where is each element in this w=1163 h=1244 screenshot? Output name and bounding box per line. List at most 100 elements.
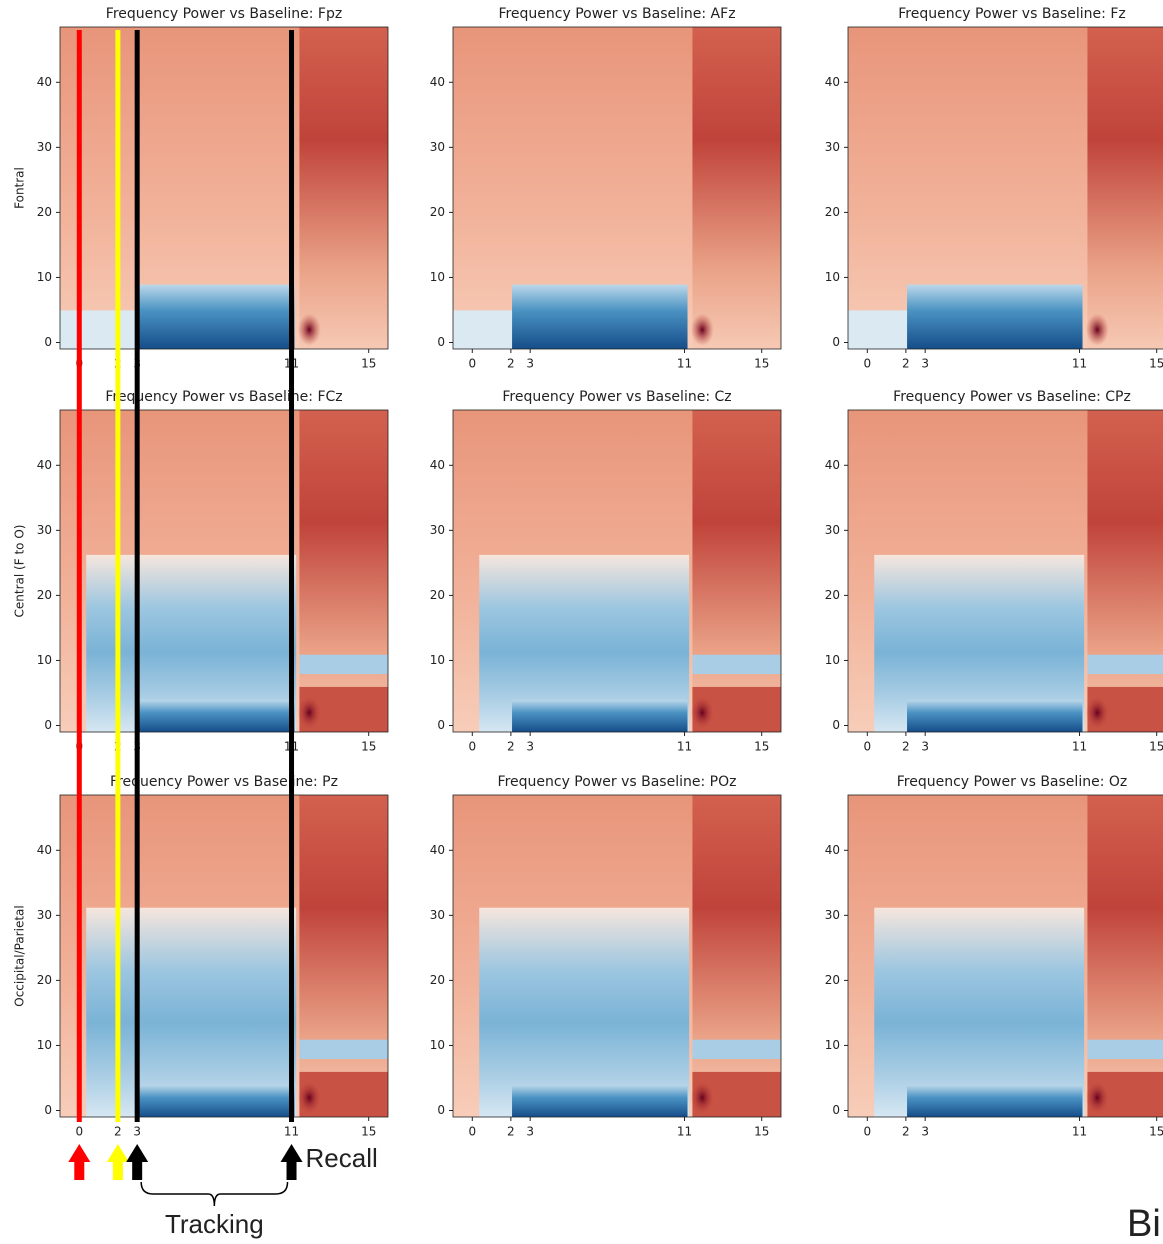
heatmap-spot xyxy=(1085,1081,1109,1114)
y-axis-label: Central (F to O) xyxy=(13,525,27,618)
y-tick-label: 10 xyxy=(430,653,445,667)
x-tick-label: 0 xyxy=(863,740,871,754)
heatmap-spot xyxy=(690,1081,714,1114)
y-tick-label: 20 xyxy=(430,588,445,602)
x-tick-label: 3 xyxy=(526,1125,534,1139)
panel-title: Frequency Power vs Baseline: POz xyxy=(498,774,737,790)
y-tick-label: 10 xyxy=(37,270,52,284)
panel-title: Frequency Power vs Baseline: CPz xyxy=(893,389,1131,405)
y-tick-label: 20 xyxy=(430,205,445,219)
x-tick-label: 15 xyxy=(361,740,376,754)
y-tick-label: 0 xyxy=(832,1103,840,1117)
y-tick-label: 30 xyxy=(37,140,52,154)
x-tick-label: 11 xyxy=(677,357,692,371)
y-tick-label: 20 xyxy=(37,973,52,987)
y-tick-label: 0 xyxy=(832,718,840,732)
heatmap-low-band xyxy=(512,1084,688,1117)
y-tick-label: 30 xyxy=(825,523,840,537)
heatmap-recall-region xyxy=(692,795,781,1117)
y-tick-label: 0 xyxy=(44,335,52,349)
heatmap-panel: Frequency Power vs Baseline: Fpz Fontral 0… xyxy=(13,6,389,371)
heatmap-low-band-faint xyxy=(60,310,139,349)
heatmap-low-band-faint xyxy=(848,310,908,349)
x-tick-label: 11 xyxy=(1072,357,1087,371)
y-tick-label: 20 xyxy=(825,588,840,602)
x-tick-label: 11 xyxy=(1072,1125,1087,1139)
x-tick-label: 2 xyxy=(114,1125,122,1139)
heatmap-recall-region xyxy=(299,795,388,1117)
x-tick-label: 0 xyxy=(468,740,476,754)
y-tick-label: 0 xyxy=(44,1103,52,1117)
heatmap-low-band-faint xyxy=(453,310,513,349)
heatmap-recall-region xyxy=(299,27,388,349)
x-tick-label: 0 xyxy=(863,1125,871,1139)
y-tick-label: 0 xyxy=(437,1103,445,1117)
x-tick-label: 0 xyxy=(75,1125,83,1139)
y-axis-label: Occipital/Parietal xyxy=(13,905,27,1006)
y-tick-label: 10 xyxy=(825,270,840,284)
x-tick-label: 15 xyxy=(754,1125,769,1139)
y-tick-label: 30 xyxy=(825,140,840,154)
heatmap-panel: Frequency Power vs Baseline: Cz 0 2 3 11 15 0 1… xyxy=(430,389,782,754)
y-tick-label: 30 xyxy=(430,523,445,537)
y-tick-label: 30 xyxy=(37,523,52,537)
plot-frame xyxy=(847,409,1163,733)
y-tick-label: 20 xyxy=(825,973,840,987)
heatmap-recall-region xyxy=(299,410,388,732)
x-tick-label: 2 xyxy=(902,1125,910,1139)
heatmap-panel: Frequency Power vs Baseline: AFz 0 2 3 11 15 0… xyxy=(430,6,782,371)
panel-title: Frequency Power vs Baseline: FCz xyxy=(105,389,342,405)
panel-title: Frequency Power vs Baseline: Pz xyxy=(110,774,338,790)
y-tick-label: 40 xyxy=(37,843,52,857)
heatmap-panel: Frequency Power vs Baseline: Pz Occipital… xyxy=(13,774,389,1139)
y-tick-label: 0 xyxy=(832,335,840,349)
heatmap-recall-alpha xyxy=(1087,1039,1163,1060)
panel-title: Frequency Power vs Baseline: AFz xyxy=(498,6,735,22)
x-tick-label: 3 xyxy=(921,1125,929,1139)
y-tick-label: 10 xyxy=(430,270,445,284)
x-tick-label: 3 xyxy=(133,1125,141,1139)
heatmap-low-band xyxy=(138,284,295,349)
marker-arrow xyxy=(68,1144,91,1180)
y-tick-label: 0 xyxy=(437,335,445,349)
y-tick-label: 30 xyxy=(825,908,840,922)
y-tick-label: 30 xyxy=(430,140,445,154)
y-tick-label: 40 xyxy=(825,75,840,89)
x-tick-label: 11 xyxy=(677,1125,692,1139)
heatmap-spot xyxy=(297,313,321,346)
heatmap-recall-alpha xyxy=(692,654,781,675)
panel-title: Frequency Power vs Baseline: Cz xyxy=(502,389,731,405)
x-tick-label: 0 xyxy=(468,357,476,371)
heatmap-low-band xyxy=(907,1084,1083,1117)
x-tick-label: 2 xyxy=(507,357,515,371)
y-tick-label: 40 xyxy=(825,458,840,472)
y-tick-label: 40 xyxy=(37,75,52,89)
x-tick-label: 2 xyxy=(902,740,910,754)
recall-label: Recall xyxy=(306,1143,378,1173)
panel-title: Frequency Power vs Baseline: Fz xyxy=(898,6,1126,22)
x-tick-label: 3 xyxy=(526,357,534,371)
y-tick-label: 40 xyxy=(430,75,445,89)
y-tick-label: 0 xyxy=(437,718,445,732)
heatmap-panel: Frequency Power vs Baseline: POz 0 2 3 11 15 0… xyxy=(430,774,782,1139)
x-tick-label: 11 xyxy=(284,1125,299,1139)
y-tick-label: 40 xyxy=(37,458,52,472)
x-tick-label: 15 xyxy=(754,357,769,371)
heatmap-low-band xyxy=(138,1084,295,1117)
heatmap-mid-band xyxy=(874,907,1085,1117)
y-tick-label: 10 xyxy=(825,653,840,667)
heatmap-low-band xyxy=(907,284,1083,349)
x-tick-label: 11 xyxy=(677,740,692,754)
y-tick-label: 30 xyxy=(37,908,52,922)
plot-frame xyxy=(847,26,1163,350)
marker-arrow xyxy=(126,1144,149,1180)
y-tick-label: 20 xyxy=(37,588,52,602)
tracking-brace xyxy=(140,1181,289,1207)
panel-title: Frequency Power vs Baseline: Oz xyxy=(897,774,1127,790)
heatmap-spot xyxy=(297,696,321,729)
overlay xyxy=(68,30,303,1207)
x-tick-label: 0 xyxy=(468,1125,476,1139)
heatmap-panel: Frequency Power vs Baseline: CPz 0 2 3 11 15 0… xyxy=(825,389,1163,754)
heatmap-low-band xyxy=(907,699,1083,732)
